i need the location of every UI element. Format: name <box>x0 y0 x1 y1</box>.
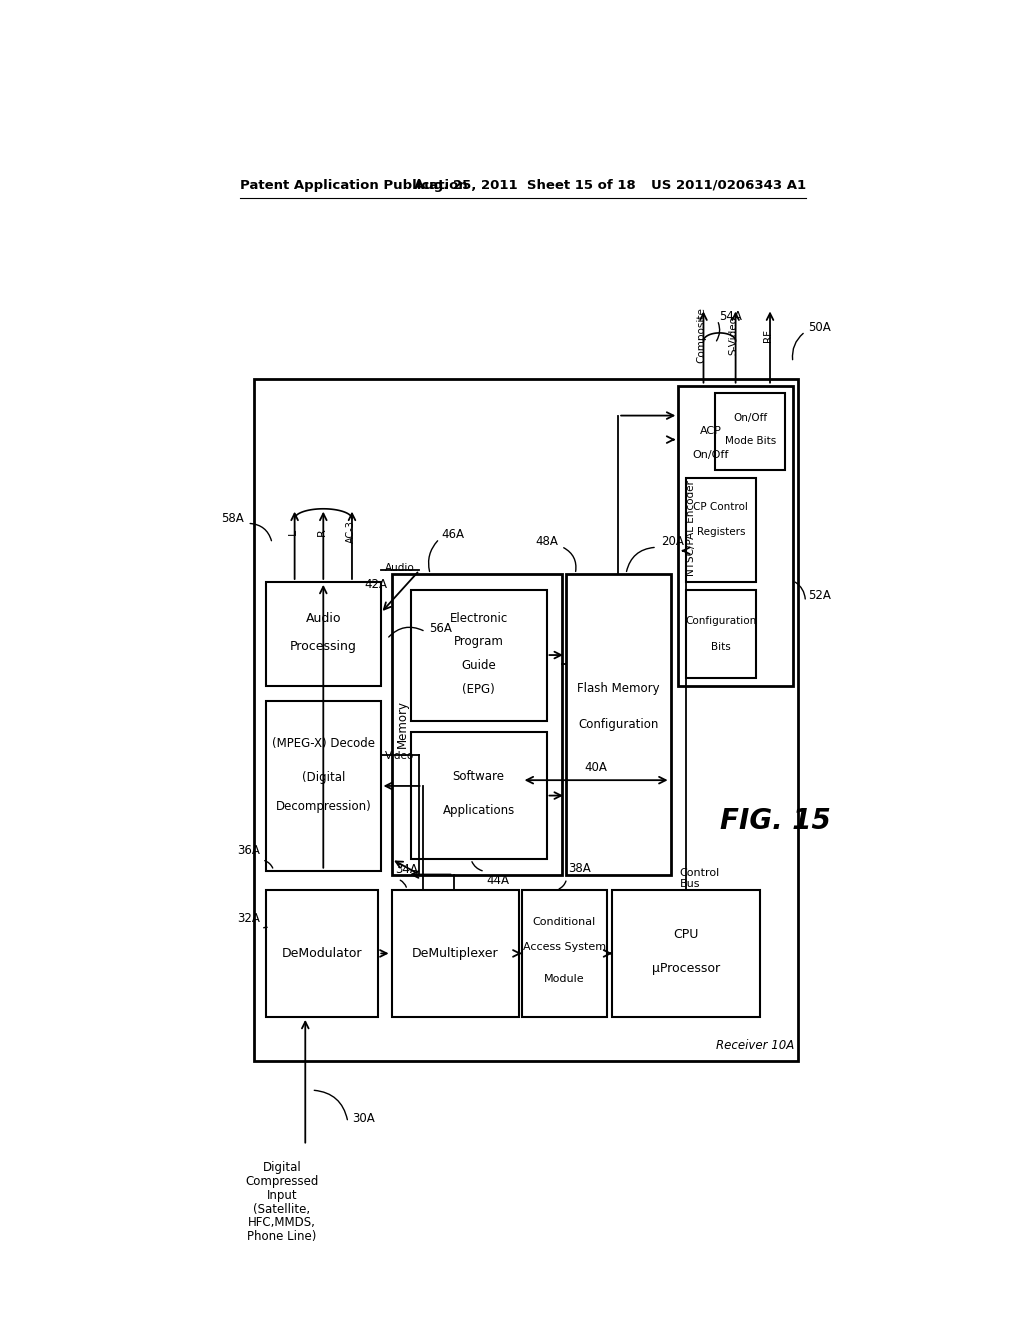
Bar <box>566 574 671 875</box>
Text: 50A: 50A <box>809 321 831 334</box>
Text: Mode Bits: Mode Bits <box>725 436 776 446</box>
Text: S-Video: S-Video <box>728 315 738 355</box>
Text: CP Control: CP Control <box>693 502 749 512</box>
Text: Electronic: Electronic <box>450 612 508 624</box>
Text: Receiver 10A: Receiver 10A <box>716 1039 795 1052</box>
Text: Decompression): Decompression) <box>275 800 371 813</box>
Text: Flash Memory: Flash Memory <box>577 682 659 694</box>
Text: Program: Program <box>454 635 504 648</box>
Bar <box>266 582 381 686</box>
Text: Guide: Guide <box>462 659 496 672</box>
Text: (Satellite,: (Satellite, <box>254 1203 310 1216</box>
Text: On/Off: On/Off <box>733 413 767 422</box>
Text: Registers: Registers <box>696 527 745 537</box>
Text: 42A: 42A <box>365 578 388 591</box>
Text: Control: Control <box>680 869 720 878</box>
Bar <box>612 890 760 1016</box>
Text: Access System: Access System <box>523 942 606 952</box>
Text: Applications: Applications <box>442 804 515 817</box>
Text: ACP: ACP <box>699 425 722 436</box>
Text: Bits: Bits <box>711 642 731 652</box>
Text: 44A: 44A <box>486 875 509 887</box>
Bar <box>266 701 381 871</box>
Text: 54A: 54A <box>720 310 742 323</box>
Text: Audio: Audio <box>305 611 341 624</box>
Text: μProcessor: μProcessor <box>652 962 720 975</box>
Text: Phone Line): Phone Line) <box>248 1230 316 1243</box>
Text: CPU: CPU <box>674 928 698 941</box>
Text: DeModulator: DeModulator <box>282 946 362 960</box>
Text: Patent Application Publication: Patent Application Publication <box>241 178 468 191</box>
Text: Digital: Digital <box>263 1162 301 1173</box>
Text: Configuration: Configuration <box>578 718 658 731</box>
Text: 46A: 46A <box>442 528 465 541</box>
Bar <box>686 590 756 678</box>
Bar <box>678 385 793 686</box>
Text: Audio: Audio <box>385 564 415 573</box>
Text: 38A: 38A <box>568 862 591 875</box>
Bar <box>266 890 378 1016</box>
Bar <box>521 890 607 1016</box>
Text: (Digital: (Digital <box>302 771 345 784</box>
Text: 34A: 34A <box>395 863 418 876</box>
Text: DeMultiplexer: DeMultiplexer <box>412 946 499 960</box>
Text: 30A: 30A <box>352 1111 375 1125</box>
Text: 48A: 48A <box>536 536 558 548</box>
Text: Aug. 25, 2011  Sheet 15 of 18: Aug. 25, 2011 Sheet 15 of 18 <box>414 178 636 191</box>
Text: 36A: 36A <box>237 843 260 857</box>
Text: (EPG): (EPG) <box>462 682 495 696</box>
Bar <box>411 590 547 721</box>
Text: 32A: 32A <box>237 912 260 925</box>
Bar <box>716 393 785 470</box>
Text: Memory: Memory <box>396 701 409 748</box>
Text: R: R <box>316 528 327 536</box>
Text: On/Off: On/Off <box>692 450 729 459</box>
Text: L: L <box>288 529 298 535</box>
Text: Input: Input <box>266 1188 297 1201</box>
Text: 40A: 40A <box>585 762 607 775</box>
Text: (MPEG-X) Decode: (MPEG-X) Decode <box>271 737 375 750</box>
Text: Bus: Bus <box>680 879 700 888</box>
Text: US 2011/0206343 A1: US 2011/0206343 A1 <box>651 178 806 191</box>
Text: FIG. 15: FIG. 15 <box>720 807 830 834</box>
Bar <box>686 478 756 582</box>
Text: 52A: 52A <box>809 589 831 602</box>
Text: Module: Module <box>544 974 585 983</box>
Text: Compressed: Compressed <box>246 1175 318 1188</box>
Text: Conditional: Conditional <box>532 916 596 927</box>
Text: Processing: Processing <box>290 640 356 653</box>
Text: Configuration: Configuration <box>685 615 757 626</box>
Text: Video: Video <box>385 751 414 760</box>
Bar <box>391 574 562 875</box>
Text: 20A: 20A <box>660 536 684 548</box>
Text: AC-3: AC-3 <box>345 520 355 544</box>
Text: RF: RF <box>763 329 773 342</box>
Text: Composite: Composite <box>696 308 707 363</box>
Bar <box>254 379 799 1061</box>
Text: HFC,MMDS,: HFC,MMDS, <box>248 1217 316 1229</box>
Text: NTSC/PAL Encoder: NTSC/PAL Encoder <box>686 480 695 576</box>
Text: 58A: 58A <box>221 512 245 525</box>
Bar <box>391 890 519 1016</box>
Text: 56A: 56A <box>429 622 452 635</box>
Bar <box>411 733 547 859</box>
Text: Software: Software <box>453 770 505 783</box>
